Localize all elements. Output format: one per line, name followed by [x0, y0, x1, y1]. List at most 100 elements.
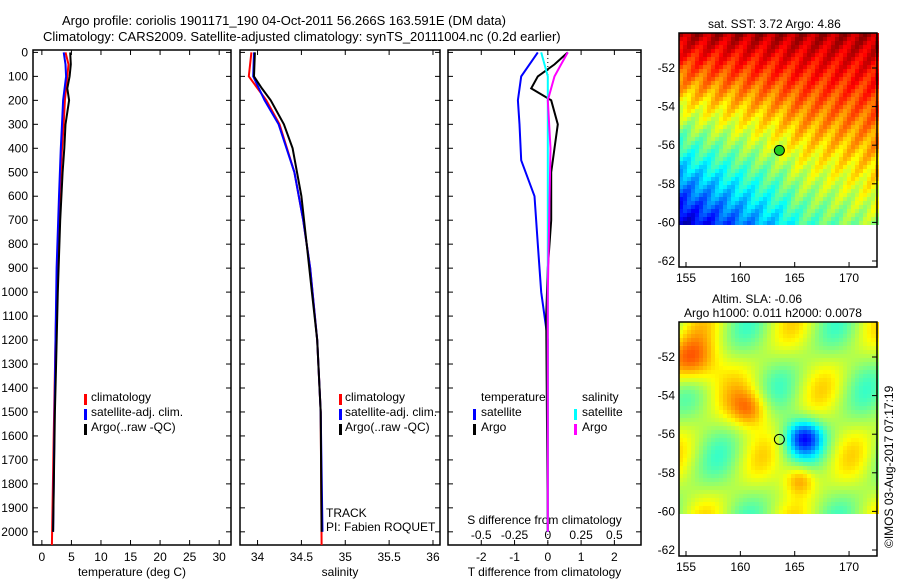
map-cell [695, 157, 699, 161]
map-cell [811, 125, 815, 129]
map-cell [723, 354, 727, 358]
map-cell [755, 458, 759, 462]
y-tick-label: 600 [8, 189, 28, 203]
map-cell [859, 93, 863, 97]
map-cell [807, 374, 811, 378]
map-cell [695, 105, 699, 109]
map-cell [791, 113, 795, 117]
map-cell [707, 334, 711, 338]
map-cell [719, 402, 723, 406]
map-cell [699, 41, 703, 45]
map-cell [779, 338, 783, 342]
map-cell [751, 53, 755, 57]
map-cell [827, 177, 831, 181]
map-cell [727, 430, 731, 434]
map-cell [683, 422, 687, 426]
map-cell [735, 37, 739, 41]
map-cell [827, 338, 831, 342]
map-cell [783, 221, 787, 225]
map-cell [723, 478, 727, 482]
map-cell [839, 185, 843, 189]
map-cell [759, 506, 763, 510]
map-cell [691, 201, 695, 205]
map-cell [775, 474, 779, 478]
map-cell [679, 169, 683, 173]
map-cell [735, 145, 739, 149]
map-cell [855, 101, 859, 105]
map-cell [855, 394, 859, 398]
map-cell [867, 193, 871, 197]
map-cell [679, 394, 683, 398]
map-cell [827, 322, 831, 326]
map-cell [867, 165, 871, 169]
map-cell [791, 157, 795, 161]
map-cell [859, 406, 863, 410]
map-cell [827, 185, 831, 189]
map-cell [711, 201, 715, 205]
map-cell [863, 346, 867, 350]
map-cell [719, 113, 723, 117]
map-cell [827, 386, 831, 390]
map-cell [791, 374, 795, 378]
map-cell [743, 193, 747, 197]
map-cell [707, 338, 711, 342]
map-cell [707, 390, 711, 394]
map-cell [755, 117, 759, 121]
map-cell [795, 85, 799, 89]
map-cell [859, 149, 863, 153]
map-cell [791, 334, 795, 338]
map-cell [715, 418, 719, 422]
map-cell [863, 386, 867, 390]
map-cell [867, 89, 871, 93]
map-cell [843, 173, 847, 177]
map-cell [759, 61, 763, 65]
map-y-tick-label: -62 [658, 254, 676, 268]
map-cell [855, 398, 859, 402]
map-cell [847, 342, 851, 346]
map-cell [855, 438, 859, 442]
map-cell [779, 169, 783, 173]
map-cell [771, 434, 775, 438]
map-cell [783, 438, 787, 442]
map-cell [679, 193, 683, 197]
map-cell [687, 330, 691, 334]
map-cell [687, 418, 691, 422]
map-cell [691, 113, 695, 117]
map-cell [771, 342, 775, 346]
map-cell [791, 478, 795, 482]
map-cell [807, 370, 811, 374]
map-cell [831, 430, 835, 434]
map-cell [715, 81, 719, 85]
map-cell [735, 502, 739, 506]
map-cell [795, 125, 799, 129]
map-cell [855, 41, 859, 45]
map-cell [783, 129, 787, 133]
map-cell [803, 153, 807, 157]
map-cell [835, 173, 839, 177]
map-cell [847, 129, 851, 133]
map-cell [787, 354, 791, 358]
map-cell [823, 173, 827, 177]
map-cell [791, 93, 795, 97]
map-cell [783, 470, 787, 474]
map-cell [727, 125, 731, 129]
map-cell [811, 49, 815, 53]
map-cell [819, 390, 823, 394]
map-cell [695, 506, 699, 510]
map-cell [815, 109, 819, 113]
map-cell [787, 382, 791, 386]
map-cell [719, 494, 723, 498]
map-cell [743, 426, 747, 430]
y-tick-label: 0 [21, 45, 28, 59]
map-cell [843, 398, 847, 402]
map-cell [715, 338, 719, 342]
map-cell [755, 430, 759, 434]
map-cell [755, 470, 759, 474]
map-cell [871, 470, 875, 474]
map-cell [855, 149, 859, 153]
map-cell [707, 189, 711, 193]
map-cell [867, 490, 871, 494]
series-line-argo-raw-qc- [252, 52, 323, 532]
map-cell [743, 446, 747, 450]
map-cell [707, 486, 711, 490]
